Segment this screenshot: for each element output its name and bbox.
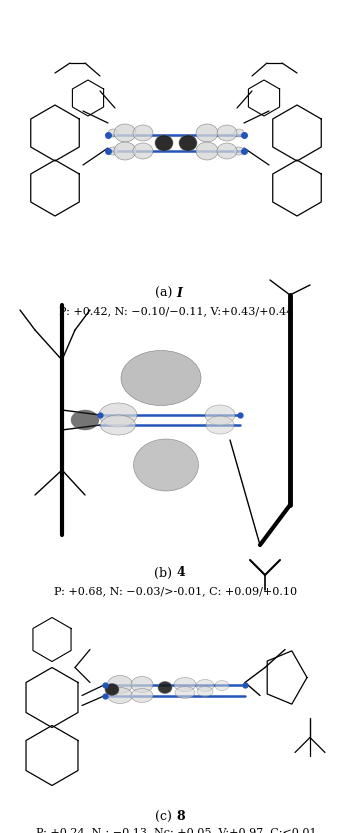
Text: (b): (b) [154,566,176,580]
Ellipse shape [99,403,137,427]
Ellipse shape [196,680,214,691]
Ellipse shape [108,129,118,137]
Text: I: I [176,287,182,300]
Ellipse shape [131,689,153,702]
Ellipse shape [217,143,237,159]
Ellipse shape [196,142,218,160]
Ellipse shape [206,416,234,434]
Text: (a): (a) [155,287,176,300]
Ellipse shape [121,351,201,406]
Ellipse shape [133,143,153,159]
Ellipse shape [174,677,196,691]
Text: 8: 8 [176,811,185,824]
Ellipse shape [197,686,213,696]
Ellipse shape [131,676,153,692]
Ellipse shape [175,686,195,699]
Ellipse shape [71,410,99,430]
Ellipse shape [105,684,119,696]
Ellipse shape [107,687,132,704]
Ellipse shape [205,405,235,425]
Ellipse shape [217,125,237,141]
Text: (c): (c) [155,811,176,824]
Ellipse shape [215,681,229,691]
Ellipse shape [158,681,172,694]
Ellipse shape [234,129,244,137]
Ellipse shape [179,135,197,151]
Text: 4: 4 [176,566,185,580]
Text: P: +0.24, Nᵥ: −0.13, Nᴄ: +0.05, V:+0.97, C:<0.01: P: +0.24, Nᵥ: −0.13, Nᴄ: +0.05, V:+0.97,… [36,827,316,833]
Ellipse shape [196,124,218,142]
Ellipse shape [107,676,132,694]
Ellipse shape [114,142,136,160]
Ellipse shape [155,135,173,151]
Ellipse shape [133,125,153,141]
Text: P: +0.68, N: −0.03/>-0.01, C: +0.09/+0.10: P: +0.68, N: −0.03/>-0.01, C: +0.09/+0.1… [55,586,297,596]
Ellipse shape [101,415,136,435]
Ellipse shape [133,439,199,491]
Text: P: +0.42, N: −0.10/−0.11, V:+0.43/+0.44: P: +0.42, N: −0.10/−0.11, V:+0.43/+0.44 [59,306,293,316]
Ellipse shape [114,124,136,142]
Ellipse shape [234,147,244,155]
Ellipse shape [108,147,118,155]
